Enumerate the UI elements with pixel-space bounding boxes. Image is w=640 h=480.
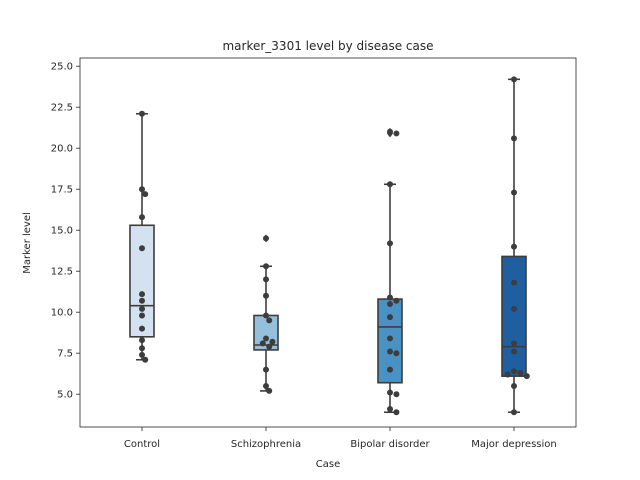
- y-tick-label: 22.5: [51, 103, 73, 114]
- y-tick-label: 10.0: [51, 308, 73, 319]
- data-point: [511, 279, 517, 286]
- data-point: [387, 389, 393, 396]
- data-point: [139, 312, 145, 319]
- y-axis: 5.0 7.5 10.0 12.5 15.0 17.5 20.0 22.5 25.0: [51, 62, 80, 401]
- x-tick-label: Control: [124, 439, 160, 450]
- box: [129, 224, 155, 338]
- data-point: [263, 235, 269, 242]
- data-point: [139, 337, 145, 344]
- data-point: [142, 356, 149, 363]
- x-axis-label: Case: [316, 459, 340, 470]
- data-point: [511, 340, 517, 347]
- data-point: [517, 369, 524, 376]
- data-point: [139, 345, 145, 352]
- y-axis-label: Marker level: [22, 212, 33, 274]
- y-tick-label: 7.5: [57, 349, 73, 360]
- box: [501, 255, 527, 377]
- y-tick-label: 15.0: [51, 226, 73, 237]
- data-point: [387, 181, 393, 188]
- swarm-group: [259, 235, 276, 394]
- data-point: [523, 373, 530, 380]
- data-point: [387, 348, 393, 355]
- data-point: [511, 348, 517, 355]
- data-point: [259, 340, 266, 347]
- y-tick-label: 17.5: [51, 185, 73, 196]
- plot-area: [129, 76, 530, 416]
- data-point: [139, 305, 145, 312]
- y-tick-label: 12.5: [51, 267, 73, 278]
- y-tick-label: 25.0: [51, 62, 73, 73]
- y-tick-label: 20.0: [51, 144, 73, 155]
- data-point: [387, 314, 393, 321]
- data-point: [393, 409, 400, 416]
- data-point: [139, 186, 145, 193]
- data-point: [511, 305, 517, 312]
- data-point: [263, 383, 269, 389]
- chart-title: marker_3301 level by disease case: [222, 39, 433, 53]
- data-point: [511, 243, 517, 250]
- data-point: [263, 366, 269, 373]
- x-tick-label: Major depression: [471, 439, 557, 450]
- data-point: [387, 405, 393, 412]
- data-point: [263, 335, 269, 342]
- data-point: [139, 110, 145, 117]
- data-point: [511, 76, 517, 83]
- data-point: [387, 335, 393, 342]
- data-point: [139, 351, 145, 358]
- axes-frame: [79, 57, 577, 428]
- swarm-group: [139, 110, 149, 363]
- box-group: [129, 112, 155, 361]
- data-point: [387, 128, 393, 135]
- y-tick-label: 5.0: [57, 390, 73, 401]
- data-point: [511, 383, 517, 389]
- data-point: [511, 409, 517, 416]
- data-point: [387, 294, 393, 301]
- data-point: [266, 317, 273, 324]
- data-point: [269, 338, 276, 345]
- data-point: [393, 130, 400, 137]
- data-point: [511, 368, 517, 375]
- x-tick-label: Bipolar disorder: [350, 439, 430, 450]
- swarm-group: [504, 76, 530, 416]
- data-point: [266, 387, 273, 394]
- data-point: [263, 312, 269, 319]
- box-group: [501, 78, 527, 414]
- data-point: [387, 366, 393, 373]
- data-point: [266, 343, 273, 350]
- data-point: [387, 301, 393, 307]
- data-point: [263, 292, 269, 299]
- x-tick-label: Schizophrenia: [231, 439, 301, 450]
- data-point: [139, 325, 145, 332]
- data-point: [142, 191, 149, 198]
- data-point: [504, 371, 511, 378]
- data-point: [387, 240, 393, 247]
- data-point: [263, 263, 269, 270]
- data-point: [263, 276, 269, 283]
- data-point: [139, 291, 145, 298]
- data-point: [511, 135, 517, 142]
- data-point: [393, 391, 400, 398]
- data-point: [139, 297, 145, 304]
- data-point: [511, 189, 517, 196]
- data-point: [393, 297, 400, 304]
- swarm-group: [387, 128, 400, 416]
- data-point: [139, 214, 145, 221]
- data-point: [139, 245, 145, 252]
- data-point: [393, 350, 400, 357]
- x-axis: Control Schizophrenia Bipolar disorder Majo…: [124, 427, 557, 450]
